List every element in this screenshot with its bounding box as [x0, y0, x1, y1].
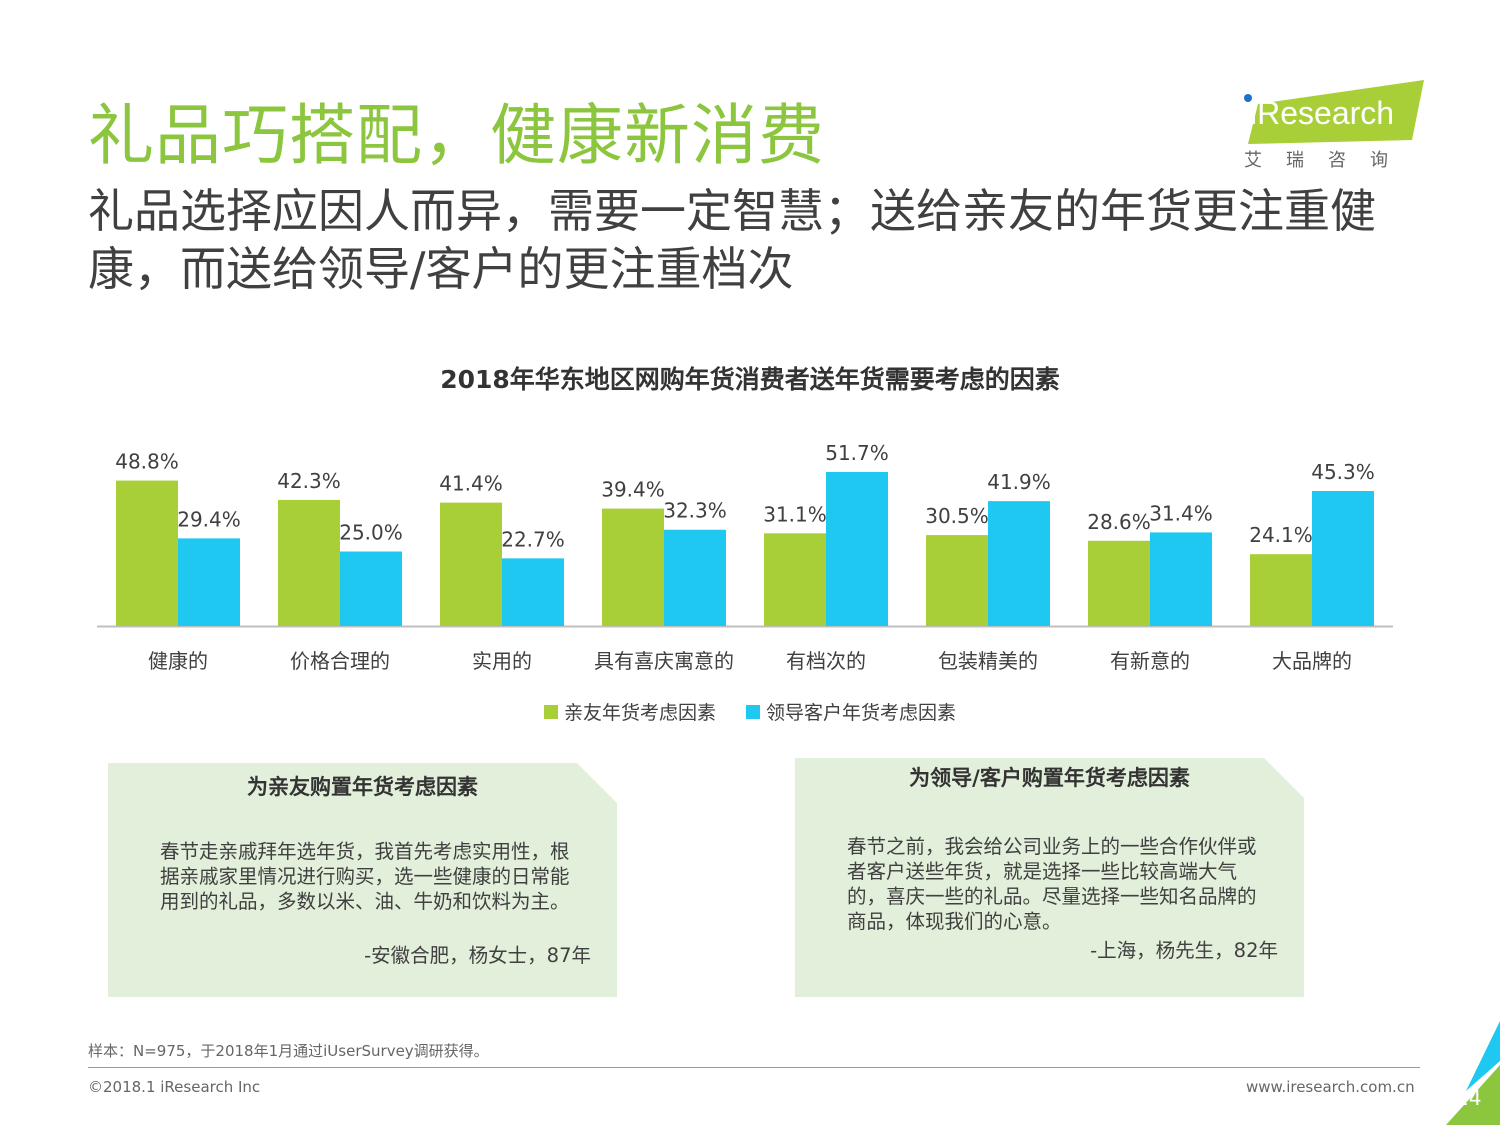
category-label: 健康的: [148, 649, 208, 673]
sample-note: 样本：N=975，于2018年1月通过iUserSurvey调研获得。: [88, 1042, 489, 1060]
data-label: 28.6%: [1087, 510, 1151, 534]
data-label: 25.0%: [339, 521, 403, 545]
data-label: 31.4%: [1149, 501, 1213, 525]
bar-friends: [278, 499, 340, 626]
quote-title-leaders: 为领导/客户购置年货考虑因素: [909, 766, 1190, 790]
data-label: 24.1%: [1249, 523, 1313, 547]
data-label: 39.4%: [601, 478, 665, 502]
legend-swatch-green: [543, 704, 558, 719]
bar-leaders: [340, 551, 402, 626]
quote-box-friends: 为亲友购置年货考虑因素 春节走亲戚拜年选年货，我首先考虑实用性，根据亲戚家里情况…: [108, 763, 617, 997]
legend-swatch-blue: [746, 704, 760, 719]
category-label: 大品牌的: [1272, 649, 1352, 673]
copyright: ©2018.1 iResearch Inc: [88, 1078, 261, 1096]
page-title: 礼品巧搭配，健康新消费: [88, 97, 825, 174]
data-label: 32.3%: [663, 499, 727, 523]
bar-friends: [602, 508, 664, 626]
iresearch-logo: iResearch: [1244, 80, 1424, 144]
bar-friends: [440, 502, 502, 626]
bar-friends: [1250, 554, 1312, 626]
bar-friends: [116, 480, 178, 626]
bar-leaders: [1312, 491, 1374, 626]
data-label: 48.8%: [115, 450, 179, 474]
fold-corner: [1264, 758, 1304, 798]
legend-label-friends: 亲友年货考虑因素: [563, 702, 716, 724]
logo-wordmark: iResearch: [1250, 95, 1394, 131]
quote-body-friends: 春节走亲戚拜年选年货，我首先考虑实用性，根据亲戚家里情况进行购买，选一些健康的日…: [160, 840, 570, 913]
category-label: 价格合理的: [290, 649, 390, 673]
chart-title: 2018年华东地区网购年货消费者送年货需要考虑的因素: [440, 365, 1060, 394]
data-label: 51.7%: [825, 441, 889, 465]
data-label: 29.4%: [177, 507, 241, 531]
bar-leaders: [826, 471, 888, 626]
quote-body-leaders: 春节之前，我会给公司业务上的一些合作伙伴或者客户送些年货，就是选择一些比较高端大…: [847, 835, 1257, 933]
data-label: 31.1%: [763, 502, 827, 526]
bar-leaders: [502, 558, 564, 626]
page-subtitle: 礼品选择应因人而异，需要一定智慧；送给亲友的年货更注重健康，而送给领导/客户的更…: [88, 184, 1376, 296]
bar-chart: 48.8% 29.4% 健康的 42.3% 25.0% 价格合理的 41.4% 22.7% 实用…: [97, 441, 1393, 673]
footer-divider: [88, 1067, 1420, 1068]
website-link[interactable]: www.iresearch.com.cn: [1246, 1078, 1415, 1096]
legend-label-leaders: 领导客户年货考虑因素: [766, 702, 957, 724]
legend-item-friends: 亲友年货考虑因素: [543, 698, 716, 725]
bar-friends: [764, 533, 826, 626]
category-label: 有新意的: [1110, 649, 1190, 673]
logo-tagline: 艾瑞咨询: [1244, 150, 1412, 171]
bar-leaders: [1150, 532, 1212, 626]
data-label: 22.7%: [501, 527, 565, 551]
legend-item-leaders: 领导客户年货考虑因素: [746, 698, 956, 725]
corner-decoration: [1446, 1021, 1500, 1125]
category-label: 具有喜庆寓意的: [594, 649, 734, 673]
data-label: 42.3%: [277, 469, 341, 493]
data-label: 41.4%: [439, 472, 503, 496]
bar-friends: [1088, 540, 1150, 626]
data-label: 45.3%: [1311, 460, 1375, 484]
bar-leaders: [988, 501, 1050, 626]
fold-corner: [577, 763, 617, 803]
data-label: 30.5%: [925, 504, 989, 528]
quote-title-friends: 为亲友购置年货考虑因素: [247, 775, 478, 799]
category-label: 实用的: [472, 649, 532, 673]
chart-legend: 亲友年货考虑因素 领导客户年货考虑因素: [0, 698, 1500, 725]
quote-box-leaders: 为领导/客户购置年货考虑因素 春节之前，我会给公司业务上的一些合作伙伴或者客户送…: [795, 758, 1304, 997]
page-number: 24: [1456, 1086, 1482, 1110]
quote-signature-friends: -安徽合肥，杨女士，87年: [364, 944, 591, 967]
bar-leaders: [664, 529, 726, 626]
data-label: 41.9%: [987, 470, 1051, 494]
category-label: 包装精美的: [938, 649, 1038, 673]
bar-friends: [926, 535, 988, 626]
quote-signature-leaders: -上海，杨先生，82年: [1090, 939, 1278, 962]
bar-leaders: [178, 538, 240, 626]
category-label: 有档次的: [786, 649, 866, 673]
